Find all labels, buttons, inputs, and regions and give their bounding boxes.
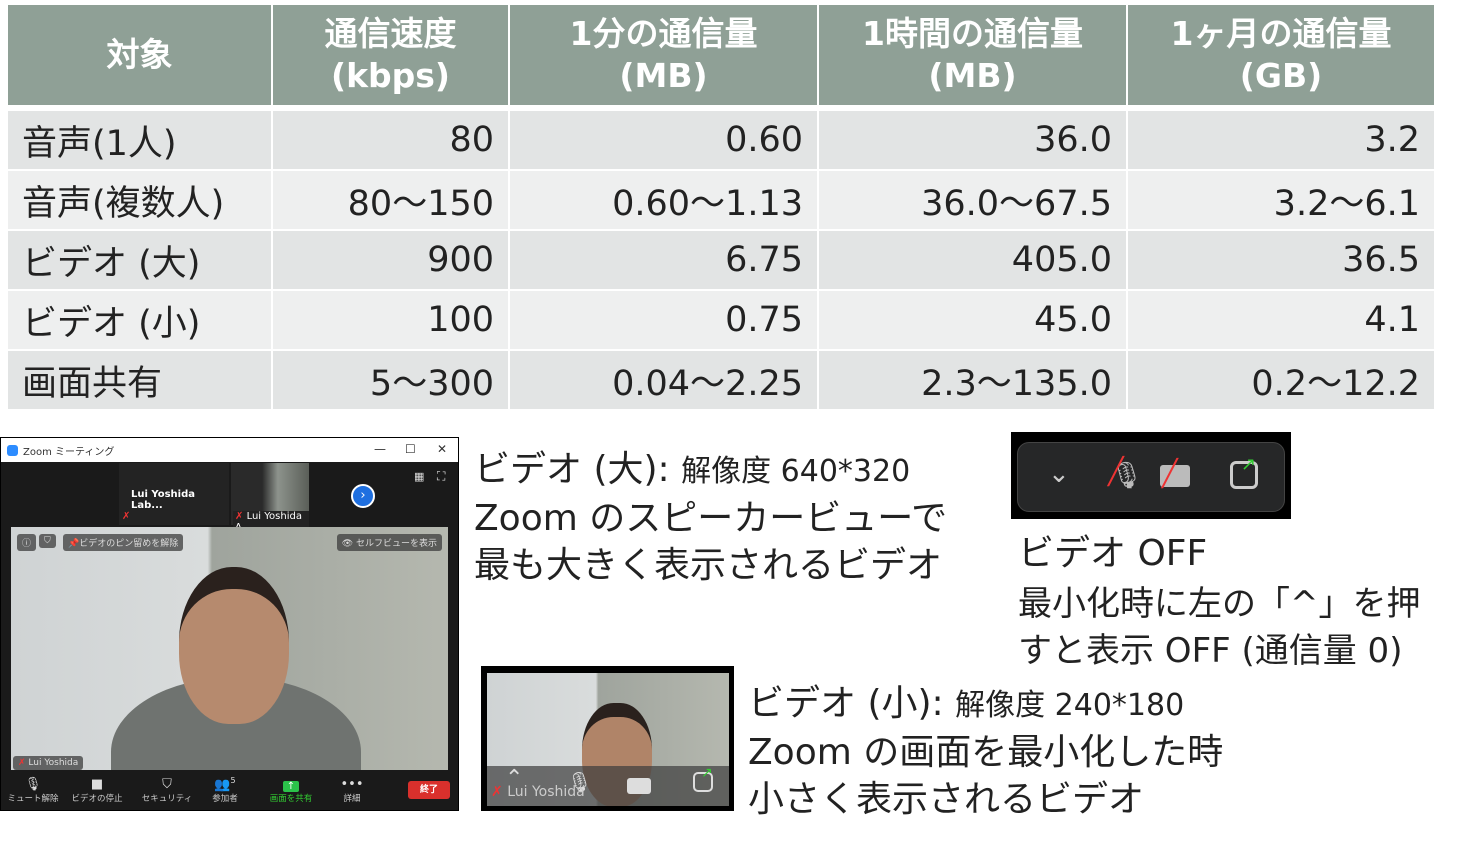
unmute-button[interactable]: 🎙 ミュート解除 xyxy=(5,777,61,804)
unpin-video-button[interactable]: 📌ビデオのピン留めを解除 xyxy=(63,534,184,551)
restore-window-icon[interactable]: ↗ xyxy=(1230,454,1258,489)
next-page-button[interactable]: › xyxy=(351,484,375,508)
participant-name: Lui Yoshida Lab... xyxy=(131,489,195,511)
column-header: 1ヶ月の通信量 (GB) xyxy=(1128,5,1434,105)
participant-thumbnail[interactable]: Lui Yoshida Lab... ✗ xyxy=(119,463,229,525)
stop-video-button[interactable]: ■ ビデオの停止 xyxy=(69,777,125,804)
participants-button[interactable]: 👥5 参加者 xyxy=(197,776,253,804)
gallery-view-icon[interactable]: ▦ xyxy=(414,470,425,483)
info-icon[interactable]: ⓘ xyxy=(17,534,37,551)
table-cell: 405.0 xyxy=(819,231,1126,289)
table-cell: 5〜300 xyxy=(273,351,508,409)
window-title: Zoom ミーティング xyxy=(23,446,115,458)
show-self-view-button[interactable]: 👁 セルフビューを表示 xyxy=(336,534,442,551)
note-resolution: 解像度 240*180 xyxy=(955,688,1185,723)
participant-name: ✗ Lui Yoshida xyxy=(491,784,585,800)
table-cell: 36.5 xyxy=(1128,231,1434,289)
zoom-meeting-window: Zoom ミーティング — ☐ ✕ Lui Yoshida Lab... ✗ ✗… xyxy=(0,437,459,811)
more-button[interactable]: ••• 詳細 xyxy=(324,777,380,804)
table-cell: 80 xyxy=(273,111,508,169)
row-label: 画面共有 xyxy=(8,351,271,409)
title-bar: Zoom ミーティング — ☐ ✕ xyxy=(1,438,458,462)
column-header: 対象 xyxy=(8,5,271,105)
column-header: 1時間の通信量 (MB) xyxy=(819,5,1126,105)
video-camera-icon: ■ xyxy=(90,777,104,792)
minimized-control-bar: ⌃ 🎙 ↗ ✗ Lui Yoshida xyxy=(487,765,729,806)
table-cell: 4.1 xyxy=(1128,291,1434,349)
note-title: ビデオ OFF xyxy=(1018,533,1208,574)
table-cell: 100 xyxy=(273,291,508,349)
participant-thumbnail[interactable]: ✗ Lui Yoshida A... xyxy=(231,463,309,533)
column-header: 1分の通信量 (MB) xyxy=(510,5,817,105)
video-off-icon[interactable]: ╱ xyxy=(1160,459,1190,489)
maximize-button[interactable]: ☐ xyxy=(405,442,416,456)
speaker-name-label: ✗ Lui Yoshida xyxy=(13,756,84,770)
close-button[interactable]: ✕ xyxy=(437,442,448,456)
table-cell: 0.04〜2.25 xyxy=(510,351,817,409)
note-video-small: ビデオ (小): 解像度 240*180 Zoom の画面を最小化した時 小さく… xyxy=(748,680,1223,823)
note-title: ビデオ (大): xyxy=(474,449,670,490)
table-cell: 0.60 xyxy=(510,111,817,169)
fullscreen-icon[interactable]: ⛶ xyxy=(437,469,446,483)
security-shield-icon[interactable]: ⛉ xyxy=(39,534,56,548)
minimized-controls-screenshot: ⌄ 🎙 ╱ ╱ ↗ xyxy=(1011,432,1291,519)
share-screen-button[interactable]: ↑ 画面を共有 xyxy=(269,781,313,804)
table-cell: 0.2〜12.2 xyxy=(1128,351,1434,409)
row-label: 音声(1人) xyxy=(8,111,271,169)
row-label: 音声(複数人) xyxy=(8,171,271,229)
table-cell: 0.60〜1.13 xyxy=(510,171,817,229)
table-cell: 36.0 xyxy=(819,111,1126,169)
note-line: 小さく表示されるビデオ xyxy=(748,779,1145,820)
note-line: 最も大きく表示されるビデオ xyxy=(474,545,943,586)
column-header: 通信速度 (kbps) xyxy=(273,5,508,105)
note-line: すと表示 OFF (通信量 0) xyxy=(1018,631,1403,671)
data-usage-table: 対象 通信速度 (kbps) 1分の通信量 (MB) 1時間の通信量 (MB) 1ヶ月の通信量… xyxy=(8,5,1434,409)
mic-muted-icon: 🎙 xyxy=(24,777,42,792)
shield-icon: ⛉ xyxy=(162,777,172,792)
table-cell: 36.0〜67.5 xyxy=(819,171,1126,229)
video-camera-icon[interactable] xyxy=(627,778,651,794)
table-cell: 900 xyxy=(273,231,508,289)
note-line: 最小化時に左の「^」を押 xyxy=(1018,584,1421,624)
minimized-video: ⌃ 🎙 ↗ ✗ Lui Yoshida xyxy=(487,673,729,806)
table-cell: 2.3〜135.0 xyxy=(819,351,1126,409)
zoom-logo-icon xyxy=(7,444,18,456)
chevron-down-icon[interactable]: ⌄ xyxy=(1048,459,1070,489)
mic-muted-icon[interactable]: 🎙 ╱ xyxy=(1108,457,1144,491)
table-cell: 45.0 xyxy=(819,291,1126,349)
minimized-video-window: ⌃ 🎙 ↗ ✗ Lui Yoshida xyxy=(481,666,734,811)
table-cell: 0.75 xyxy=(510,291,817,349)
note-resolution: 解像度 640*320 xyxy=(681,454,911,489)
note-line: Zoom の画面を最小化した時 xyxy=(748,732,1224,773)
table-cell: 3.2〜6.1 xyxy=(1128,171,1434,229)
table-cell: 80〜150 xyxy=(273,171,508,229)
restore-window-icon[interactable]: ↗ xyxy=(693,765,713,792)
note-video-off: ビデオ OFF 最小化時に左の「^」を押 すと表示 OFF (通信量 0) xyxy=(1018,530,1421,675)
mic-muted-icon[interactable]: 🎙 xyxy=(567,770,593,794)
mic-muted-icon: ✗ xyxy=(122,511,131,522)
note-video-large: ビデオ (大): 解像度 640*320 Zoom のスピーカービューで 最も大… xyxy=(474,446,947,589)
row-label: ビデオ (小) xyxy=(8,291,271,349)
participants-icon: 👥5 xyxy=(214,775,236,792)
speaker-video: ⓘ ⛉ 📌ビデオのピン留めを解除 👁 セルフビューを表示 ✗ Lui Yoshi… xyxy=(11,527,448,770)
note-title: ビデオ (小): xyxy=(748,683,944,724)
table-cell: 3.2 xyxy=(1128,111,1434,169)
person-head xyxy=(179,567,289,724)
note-line: Zoom のスピーカービューで xyxy=(474,498,948,539)
chevron-up-icon[interactable]: ⌃ xyxy=(505,766,524,791)
security-button[interactable]: ⛉ セキュリティ xyxy=(139,777,195,804)
table-cell: 6.75 xyxy=(510,231,817,289)
share-screen-icon: ↑ xyxy=(283,781,299,792)
end-meeting-button[interactable]: 終了 xyxy=(408,781,450,799)
minimize-button[interactable]: — xyxy=(374,442,386,456)
row-label: ビデオ (大) xyxy=(8,231,271,289)
more-icon: ••• xyxy=(340,777,364,792)
